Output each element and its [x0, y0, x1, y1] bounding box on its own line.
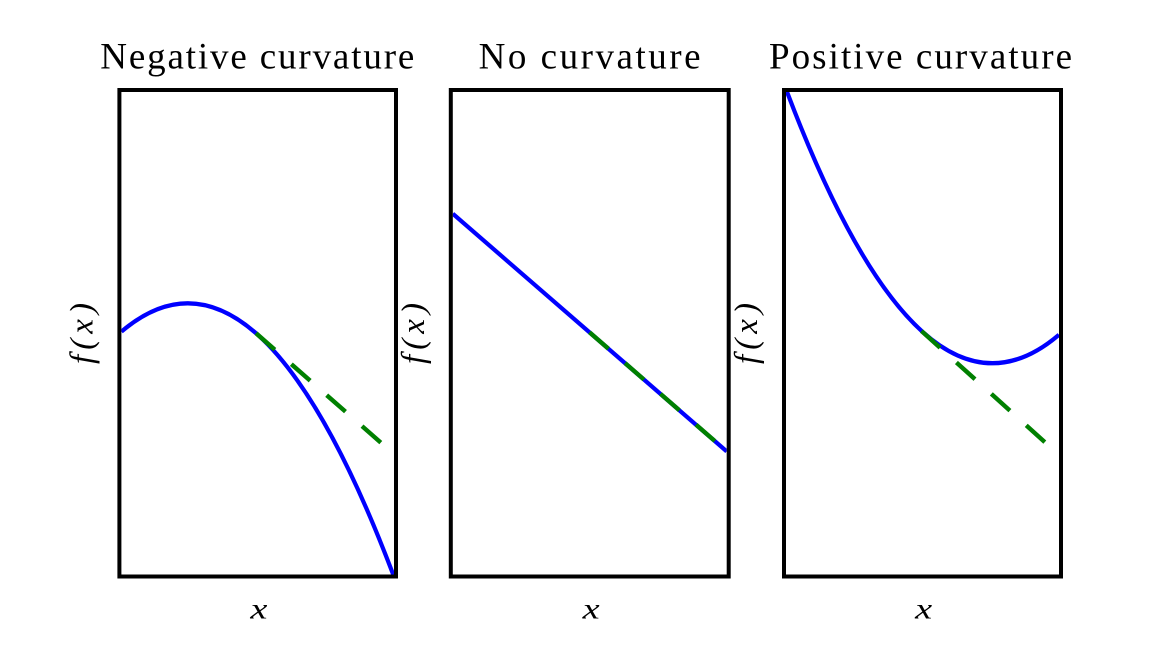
svg-text:x: x — [914, 592, 933, 625]
svg-text:Negative curvature: Negative curvature — [100, 36, 414, 77]
svg-text:f(x): f(x) — [396, 303, 432, 364]
svg-text:x: x — [249, 592, 268, 625]
svg-text:No curvature: No curvature — [479, 36, 701, 77]
svg-text:Positive curvature: Positive curvature — [769, 36, 1072, 77]
svg-text:x: x — [581, 592, 600, 625]
svg-text:f(x): f(x) — [729, 303, 765, 364]
svg-text:f(x): f(x) — [65, 303, 101, 364]
